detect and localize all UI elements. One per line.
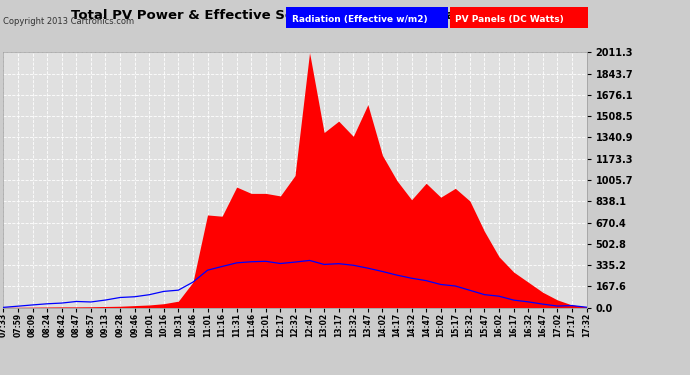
Text: Total PV Power & Effective Solar Radiation Wed Mar 6 17:39: Total PV Power & Effective Solar Radiati… bbox=[71, 9, 522, 22]
Text: Radiation (Effective w/m2): Radiation (Effective w/m2) bbox=[292, 15, 428, 24]
Text: Copyright 2013 Cartronics.com: Copyright 2013 Cartronics.com bbox=[3, 17, 135, 26]
Text: PV Panels (DC Watts): PV Panels (DC Watts) bbox=[455, 15, 564, 24]
